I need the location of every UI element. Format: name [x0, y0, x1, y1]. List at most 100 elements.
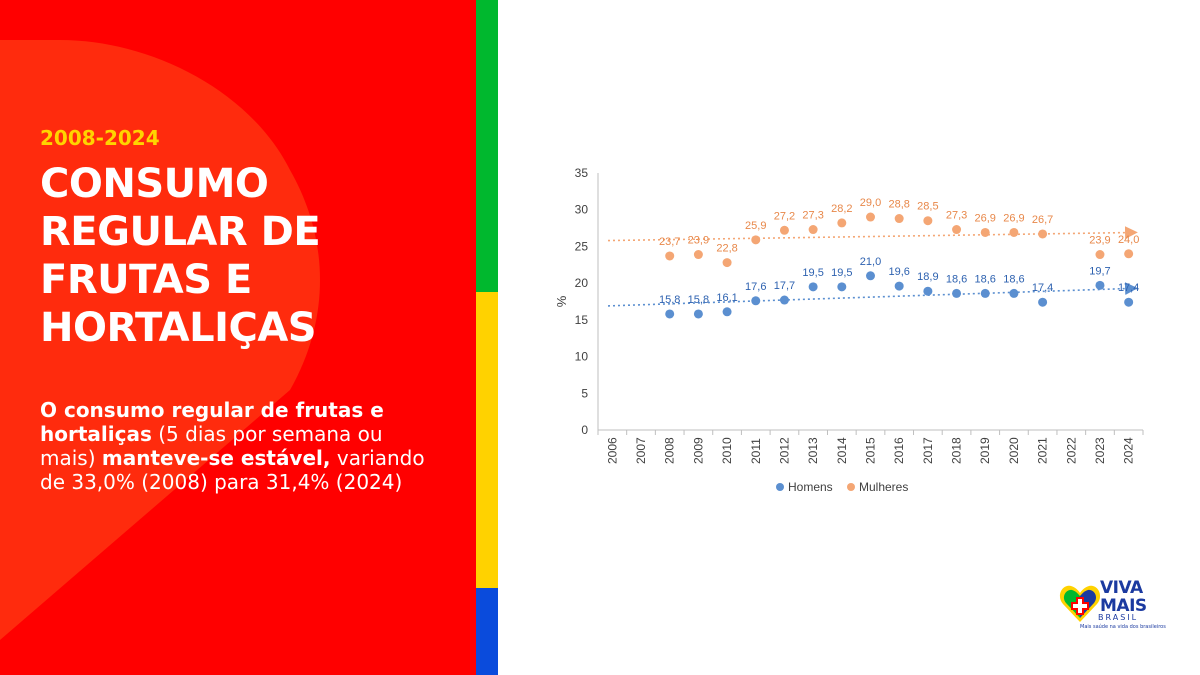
description-bold-1: O consumo regular de frutas e hortaliças: [40, 398, 384, 446]
point-homens: [952, 288, 962, 298]
data-label-mulheres: 27,3: [802, 210, 823, 222]
x-tick-label: 2009: [691, 437, 705, 464]
point-homens: [665, 309, 675, 319]
data-label-mulheres: 23,9: [688, 235, 709, 247]
data-label-homens: 19,5: [831, 267, 852, 279]
description-text: O consumo regular de frutas e hortaliças…: [40, 398, 440, 494]
y-tick-label: 10: [575, 350, 589, 364]
data-label-mulheres: 28,2: [831, 203, 852, 215]
data-label-homens: 18,6: [1003, 273, 1024, 285]
legend-marker-mulheres: [847, 483, 855, 491]
data-label-homens: 17,4: [1118, 282, 1139, 294]
data-label-mulheres: 23,7: [659, 236, 680, 248]
scatter-chart: 0 5 10 15 20 25 30 35% 2006 2007 2008 2009 2010 2011 2…: [554, 166, 1144, 494]
page-title: CONSUMO REGULAR DE FRUTAS E HORTALIÇAS: [40, 160, 460, 352]
stripe-blue: [476, 588, 498, 675]
y-tick-label: 30: [575, 203, 589, 217]
point-homens: [1124, 297, 1134, 307]
data-label-mulheres: 23,9: [1089, 235, 1110, 247]
point-homens: [837, 282, 847, 292]
data-label-mulheres: 25,9: [745, 220, 766, 232]
y-tick-label: 5: [581, 386, 588, 400]
description-bold-2: manteve-se estável,: [101, 446, 331, 470]
description-regular-1: (5 dias por semana ou mais): [40, 422, 383, 470]
x-tick-label: 2007: [634, 437, 648, 464]
data-label-homens: 17,4: [1032, 282, 1053, 294]
point-mulheres: [693, 250, 703, 260]
title-line-2: REGULAR DE: [40, 209, 321, 255]
data-label-homens: 21,0: [860, 256, 881, 268]
data-label-mulheres: 24,0: [1118, 234, 1139, 246]
x-tick-label: 2008: [663, 437, 677, 464]
data-label-homens: 15,8: [688, 294, 709, 306]
y-tick-label: 25: [575, 239, 589, 253]
point-homens: [808, 282, 818, 292]
y-tick-label: 35: [575, 166, 589, 180]
x-tick-label: 2013: [806, 437, 820, 464]
point-mulheres: [952, 225, 962, 235]
viva-mais-brasil-logo: VIVA MAIS BRASIL Mais saúde na vida dos …: [1058, 578, 1168, 640]
data-label-mulheres: 26,9: [1003, 212, 1024, 224]
point-homens: [923, 286, 933, 296]
x-tick-label: 2024: [1122, 437, 1136, 464]
point-homens: [722, 307, 732, 317]
data-label-homens: 17,7: [774, 280, 795, 292]
data-label-mulheres: 28,5: [917, 201, 938, 213]
legend-label-mulheres: Mulheres: [859, 480, 908, 494]
point-mulheres: [722, 258, 732, 268]
point-homens: [1095, 280, 1105, 290]
data-label-mulheres: 26,9: [975, 212, 996, 224]
point-homens: [980, 288, 990, 298]
x-tick-label: 2006: [605, 437, 619, 464]
point-homens: [894, 281, 904, 291]
point-mulheres: [923, 216, 933, 226]
logo-text-viva: VIVA: [1100, 578, 1143, 598]
title-line-4: HORTALIÇAS: [40, 305, 317, 351]
description-regular-2: variando de 33,0% (2008) para 31,4% (202…: [40, 446, 425, 494]
y-tick-label: 20: [575, 276, 589, 290]
point-mulheres: [894, 214, 904, 224]
data-label-homens: 18,6: [975, 273, 996, 285]
x-tick-label: 2014: [835, 437, 849, 464]
x-tick-label: 2021: [1036, 437, 1050, 464]
data-label-homens: 18,6: [946, 273, 967, 285]
point-mulheres: [1009, 227, 1019, 237]
y-tick-label: 0: [581, 423, 588, 437]
x-tick-label: 2023: [1093, 437, 1107, 464]
data-label-homens: 19,7: [1089, 265, 1110, 277]
legend-label-homens: Homens: [788, 480, 833, 494]
data-label-mulheres: 22,8: [716, 243, 737, 255]
data-label-mulheres: 29,0: [860, 197, 881, 209]
point-homens: [751, 296, 761, 306]
x-tick-label: 2017: [921, 437, 935, 464]
point-mulheres: [1095, 250, 1105, 260]
data-label-mulheres: 28,8: [888, 199, 909, 211]
data-label-mulheres: 27,3: [946, 210, 967, 222]
title-line-1: CONSUMO: [40, 161, 269, 207]
data-label-homens: 18,9: [917, 271, 938, 283]
x-tick-label: 2019: [978, 437, 992, 464]
x-tick-label: 2020: [1007, 437, 1021, 464]
point-mulheres: [837, 218, 847, 228]
data-label-homens: 19,6: [888, 266, 909, 278]
stripe-green: [476, 0, 498, 292]
data-label-mulheres: 26,7: [1032, 214, 1053, 226]
data-label-homens: 17,6: [745, 281, 766, 293]
heart-cross-icon: [1059, 585, 1101, 622]
x-tick-label: 2016: [892, 437, 906, 464]
stripe-yellow: [476, 292, 498, 588]
data-label-homens: 16,1: [716, 292, 737, 304]
x-tick-label: 2018: [950, 437, 964, 464]
logo-tagline: Mais saúde na vida dos brasileiros: [1080, 624, 1166, 630]
point-homens: [779, 295, 789, 305]
data-label-homens: 19,5: [802, 267, 823, 279]
y-tick-label: 15: [575, 313, 589, 327]
point-homens: [693, 309, 703, 319]
logo-text-mais: MAIS: [1100, 596, 1147, 616]
x-tick-label: 2010: [720, 437, 734, 464]
y-axis-label: %: [554, 295, 569, 307]
point-homens: [1038, 297, 1048, 307]
data-label-mulheres: 27,2: [774, 210, 795, 222]
point-mulheres: [866, 212, 875, 222]
point-mulheres: [751, 235, 761, 245]
